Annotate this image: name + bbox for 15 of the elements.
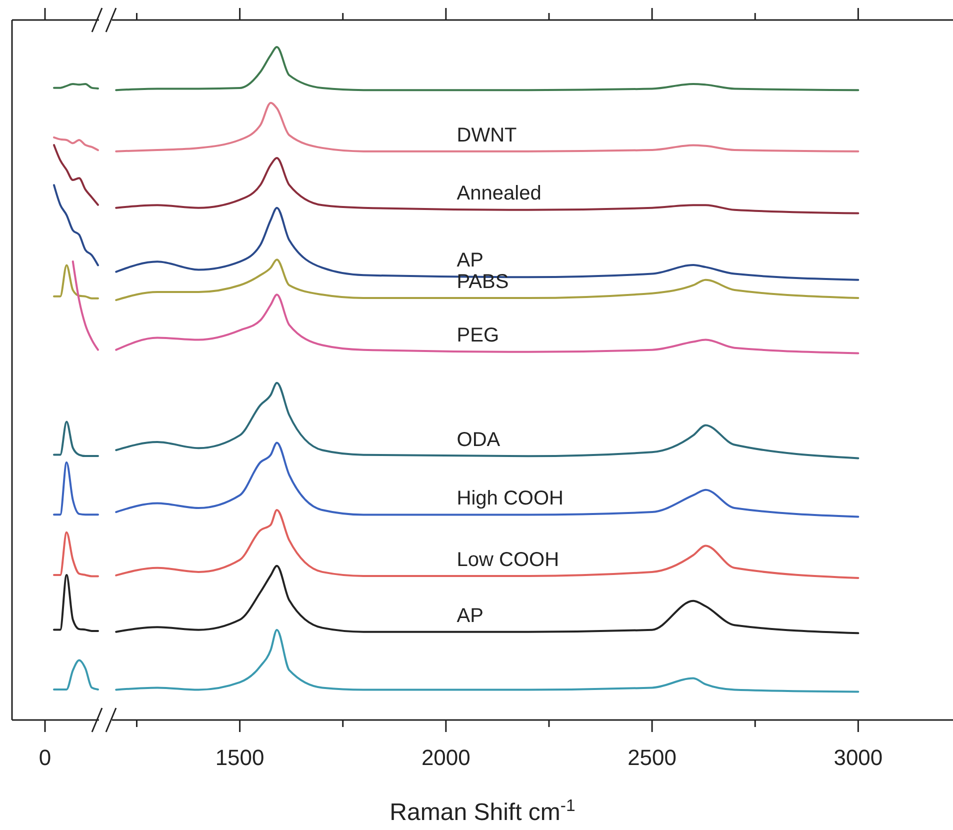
x-tick-label: 2500: [628, 745, 677, 770]
x-axis-title: Raman Shift cm$^{-1}$: [390, 796, 576, 826]
series-label: ODA: [456, 428, 501, 451]
series-label: PEG: [456, 324, 500, 346]
series-label: AP: [456, 250, 484, 272]
series-label: Low COOH: [456, 548, 560, 571]
x-tick-label: 2000: [421, 745, 470, 770]
series-label: Annealed: [456, 182, 542, 204]
series-label: AP: [456, 604, 484, 627]
x-tick-label: 1500: [215, 745, 264, 770]
x-tick-label: 3000: [834, 745, 883, 770]
series-label: PABS: [456, 271, 509, 294]
series-label: High COOH: [456, 488, 564, 510]
series-label: DWNT: [456, 124, 517, 146]
text: 0: [38, 745, 52, 770]
